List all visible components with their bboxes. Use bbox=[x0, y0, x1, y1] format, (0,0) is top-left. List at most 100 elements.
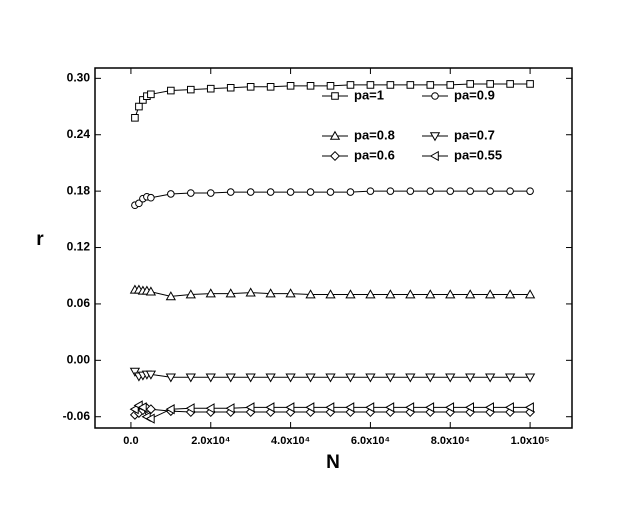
data-marker bbox=[526, 187, 534, 195]
data-marker bbox=[446, 81, 455, 89]
x-tick-label: 6.0x10⁴ bbox=[351, 435, 390, 447]
data-marker bbox=[425, 289, 436, 299]
data-marker bbox=[305, 402, 315, 413]
data-marker bbox=[266, 188, 275, 196]
data-marker bbox=[186, 189, 195, 197]
data-marker bbox=[385, 402, 395, 413]
data-marker bbox=[206, 84, 215, 93]
data-marker bbox=[445, 373, 456, 383]
data-marker bbox=[265, 373, 276, 383]
data-marker bbox=[285, 373, 296, 383]
data-marker bbox=[145, 413, 155, 424]
data-marker bbox=[366, 187, 375, 195]
legend-label: pa=0.6 bbox=[354, 147, 395, 162]
data-marker bbox=[306, 188, 315, 196]
data-marker bbox=[206, 189, 215, 197]
data-marker bbox=[385, 373, 396, 383]
data-marker bbox=[386, 187, 395, 195]
data-marker bbox=[406, 187, 415, 195]
data-marker bbox=[326, 82, 335, 90]
data-marker bbox=[484, 402, 494, 413]
legend-marker bbox=[329, 130, 341, 140]
data-marker bbox=[205, 288, 216, 298]
data-marker bbox=[137, 402, 147, 413]
x-tick-label: 1.0x10⁵ bbox=[511, 435, 550, 447]
data-marker bbox=[246, 188, 255, 196]
legend-marker bbox=[429, 132, 441, 142]
y-tick-label: 0.06 bbox=[67, 296, 91, 310]
data-marker bbox=[245, 373, 256, 383]
data-marker bbox=[524, 402, 534, 413]
legend-marker bbox=[431, 92, 439, 100]
data-marker bbox=[145, 370, 157, 380]
data-marker bbox=[286, 188, 295, 196]
data-marker bbox=[405, 373, 416, 383]
data-marker bbox=[506, 187, 514, 195]
data-marker bbox=[426, 187, 435, 195]
data-marker bbox=[366, 81, 375, 89]
data-marker bbox=[405, 402, 415, 413]
data-marker bbox=[464, 402, 475, 413]
data-marker bbox=[486, 80, 494, 88]
legend-label: pa=0.55 bbox=[454, 147, 502, 162]
x-tick-label: 2.0x10⁴ bbox=[191, 435, 230, 447]
data-marker bbox=[225, 403, 235, 414]
data-marker bbox=[186, 85, 195, 94]
y-tick-label: 0.24 bbox=[67, 127, 91, 141]
data-marker bbox=[325, 373, 336, 383]
legend-marker bbox=[329, 150, 341, 162]
x-tick-label: 8.0x10⁴ bbox=[431, 435, 470, 447]
data-marker bbox=[286, 82, 295, 90]
y-tick-label: 0.00 bbox=[67, 352, 91, 366]
data-marker bbox=[147, 90, 155, 99]
data-marker bbox=[365, 373, 376, 383]
data-marker bbox=[426, 81, 435, 89]
y-tick-label: 0.18 bbox=[67, 183, 91, 197]
x-axis-title: N bbox=[326, 452, 340, 473]
data-marker bbox=[305, 289, 316, 299]
y-axis-title: r bbox=[36, 229, 44, 250]
data-marker bbox=[424, 402, 435, 413]
legend-label: pa=1 bbox=[354, 87, 384, 102]
data-marker bbox=[131, 114, 139, 122]
data-marker bbox=[285, 288, 296, 298]
data-marker bbox=[406, 81, 415, 89]
data-marker bbox=[265, 402, 275, 413]
data-marker bbox=[185, 373, 196, 383]
y-tick-label: 0.30 bbox=[67, 71, 91, 85]
data-marker bbox=[147, 193, 155, 202]
data-marker bbox=[167, 86, 175, 95]
data-marker bbox=[526, 80, 534, 88]
data-marker bbox=[385, 289, 396, 299]
data-marker bbox=[466, 187, 475, 195]
data-marker bbox=[306, 82, 315, 90]
data-marker bbox=[486, 187, 494, 195]
data-marker bbox=[524, 289, 536, 299]
data-marker bbox=[504, 402, 514, 413]
legend-marker bbox=[331, 92, 339, 100]
data-marker bbox=[245, 402, 255, 413]
data-marker bbox=[345, 402, 355, 413]
data-marker bbox=[225, 373, 236, 383]
y-tick-label: 0.12 bbox=[67, 240, 91, 254]
data-marker bbox=[386, 81, 395, 89]
data-marker bbox=[165, 373, 176, 383]
legend-label: pa=0.9 bbox=[454, 87, 495, 102]
data-marker bbox=[504, 289, 516, 299]
data-marker bbox=[205, 403, 215, 414]
data-marker bbox=[129, 367, 141, 377]
data-marker bbox=[346, 188, 355, 196]
data-marker bbox=[345, 289, 356, 299]
data-marker bbox=[185, 403, 195, 414]
data-marker bbox=[129, 404, 139, 415]
data-marker bbox=[225, 288, 236, 298]
y-tick-label: -0.06 bbox=[63, 409, 91, 423]
data-marker bbox=[325, 289, 336, 299]
data-marker bbox=[305, 373, 316, 383]
data-marker bbox=[405, 289, 416, 299]
data-marker bbox=[465, 373, 476, 383]
data-marker bbox=[226, 188, 235, 196]
data-marker bbox=[185, 289, 196, 299]
data-marker bbox=[346, 81, 355, 89]
